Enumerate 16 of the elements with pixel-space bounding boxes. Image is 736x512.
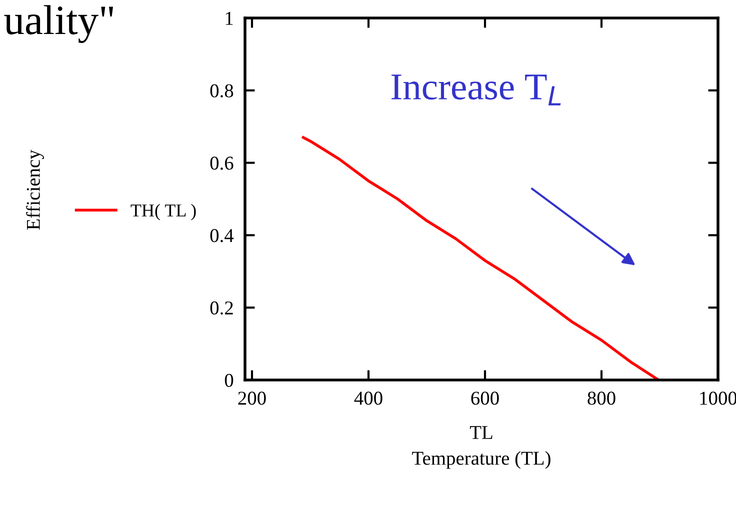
x-tick-label: 400 [354,392,382,405]
y-tick-label: 0.6 [210,156,234,170]
text: Efficiency [26,150,44,230]
y-tick-label: 1 [226,12,233,25]
line-series [302,136,660,380]
y-tick-label: 0.2 [210,301,233,315]
x-tick-label: 600 [471,392,499,405]
y-tick-label: 0.8 [210,84,234,98]
x-tick-label: 200 [238,392,266,405]
legend-label: TH( TL ) [130,204,196,220]
y-tick-label: 0.4 [210,229,234,242]
annotation: Increase T$_{L}$ [392,74,561,106]
x-axis-title: TL Temperature (TL) [412,426,550,469]
x-tick-label: 800 [588,392,616,405]
text: uality" [4,5,113,44]
y-tick-label: 0 [224,374,234,387]
